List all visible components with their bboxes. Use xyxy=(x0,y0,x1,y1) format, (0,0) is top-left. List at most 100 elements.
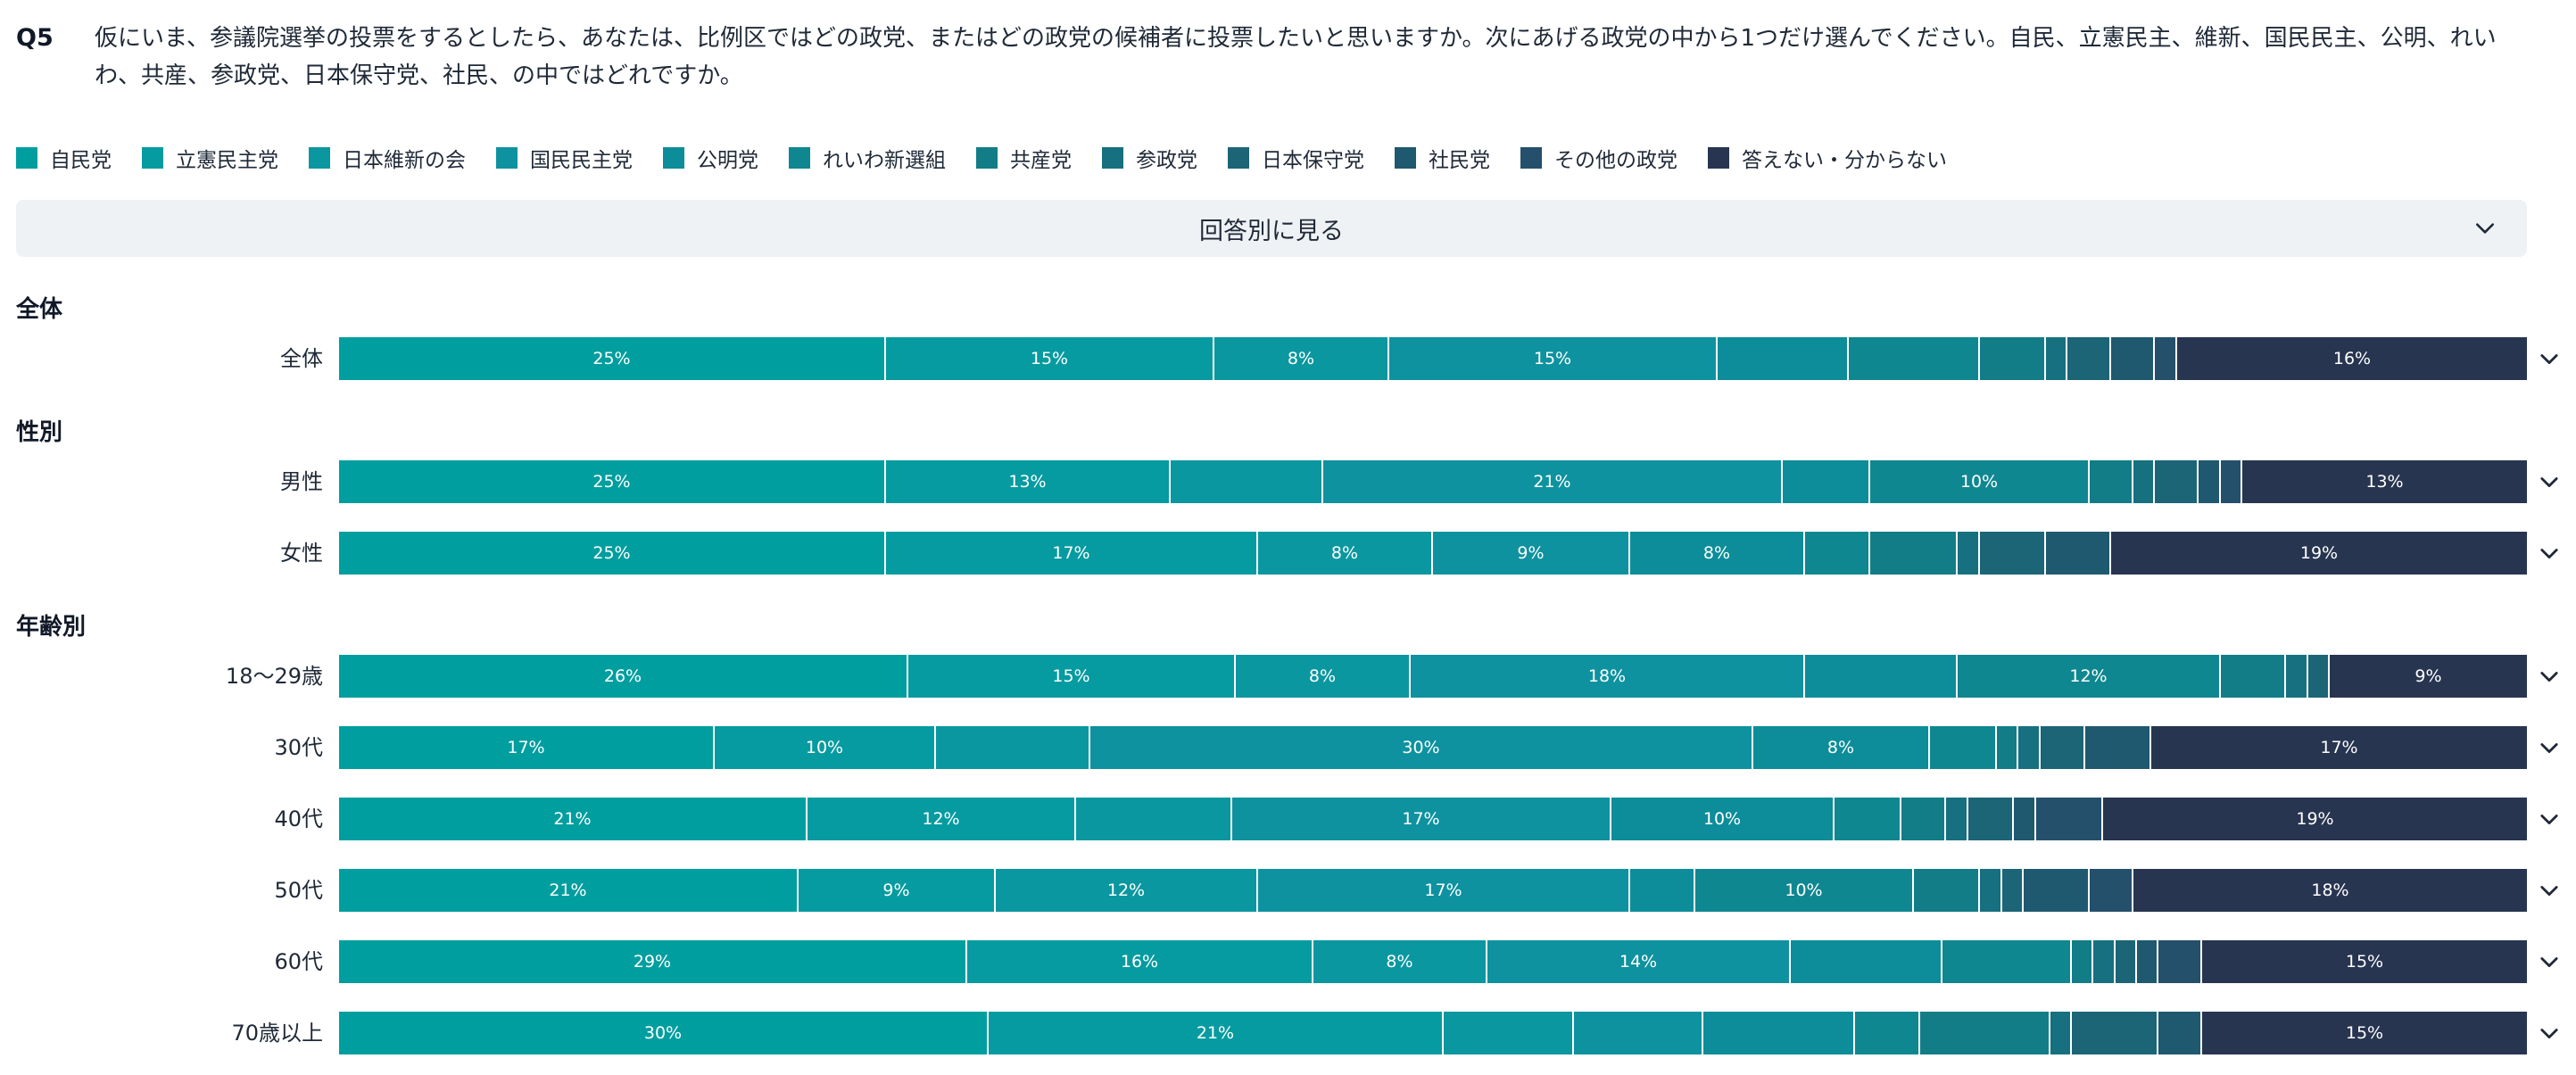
bar-segment[interactable]: 10% xyxy=(1611,798,1835,840)
chevron-down-icon[interactable] xyxy=(2537,346,2562,371)
bar-segment[interactable] xyxy=(1914,869,1980,912)
bar-segment[interactable]: 25% xyxy=(339,460,886,503)
bar-segment[interactable] xyxy=(1703,1012,1855,1054)
bar-segment[interactable]: 8% xyxy=(1236,655,1411,698)
chevron-down-icon[interactable] xyxy=(2537,806,2562,831)
bar-segment[interactable] xyxy=(2221,460,2242,503)
bar-segment[interactable] xyxy=(1980,869,2002,912)
chevron-down-icon[interactable] xyxy=(2537,1021,2562,1046)
bar-segment[interactable] xyxy=(1791,940,1942,983)
bar-segment[interactable] xyxy=(1718,337,1849,380)
bar-segment[interactable] xyxy=(2050,1012,2072,1054)
bar-segment[interactable] xyxy=(2158,1012,2202,1054)
bar-segment[interactable] xyxy=(1574,1012,1703,1054)
bar-segment[interactable]: 18% xyxy=(2133,869,2527,912)
bar-segment[interactable] xyxy=(1942,940,2072,983)
bar-segment[interactable]: 17% xyxy=(1258,869,1630,912)
bar-segment[interactable]: 19% xyxy=(2103,798,2527,840)
chevron-down-icon[interactable] xyxy=(2537,735,2562,760)
bar-segment[interactable] xyxy=(2090,869,2133,912)
bar-segment[interactable] xyxy=(2024,869,2090,912)
bar-segment[interactable]: 21% xyxy=(339,798,808,840)
bar-segment[interactable] xyxy=(2046,532,2111,575)
bar-segment[interactable] xyxy=(1870,532,1958,575)
bar-segment[interactable]: 25% xyxy=(339,337,886,380)
bar-segment[interactable]: 30% xyxy=(1090,726,1753,769)
bar-segment[interactable] xyxy=(2137,940,2158,983)
bar-segment[interactable] xyxy=(2072,1012,2158,1054)
bar-segment[interactable] xyxy=(2155,460,2199,503)
bar-segment[interactable] xyxy=(2041,726,2085,769)
bar-segment[interactable]: 9% xyxy=(799,869,996,912)
bar-segment[interactable] xyxy=(2158,940,2202,983)
bar-segment[interactable]: 12% xyxy=(1958,655,2221,698)
bar-segment[interactable]: 8% xyxy=(1630,532,1805,575)
bar-segment[interactable] xyxy=(1171,460,1323,503)
bar-segment[interactable]: 15% xyxy=(908,655,1236,698)
bar-segment[interactable] xyxy=(2014,798,2036,840)
bar-segment[interactable]: 18% xyxy=(1411,655,1805,698)
bar-segment[interactable]: 9% xyxy=(2330,655,2527,698)
bar-segment[interactable]: 14% xyxy=(1487,940,1791,983)
bar-segment[interactable] xyxy=(2090,460,2133,503)
bar-segment[interactable] xyxy=(2199,460,2221,503)
bar-segment[interactable] xyxy=(2085,726,2151,769)
bar-segment[interactable]: 19% xyxy=(2111,532,2527,575)
bar-segment[interactable] xyxy=(1958,532,1980,575)
bar-segment[interactable]: 15% xyxy=(886,337,1214,380)
bar-segment[interactable] xyxy=(2155,337,2177,380)
bar-segment[interactable]: 10% xyxy=(715,726,936,769)
bar-segment[interactable] xyxy=(1855,1012,1920,1054)
bar-segment[interactable]: 30% xyxy=(339,1012,989,1054)
bar-segment[interactable] xyxy=(2046,337,2067,380)
bar-segment[interactable]: 17% xyxy=(339,726,715,769)
bar-segment[interactable] xyxy=(1805,655,1958,698)
bar-segment[interactable] xyxy=(1849,337,1980,380)
bar-segment[interactable]: 29% xyxy=(339,940,967,983)
bar-segment[interactable] xyxy=(936,726,1090,769)
bar-segment[interactable]: 10% xyxy=(1695,869,1914,912)
bar-segment[interactable] xyxy=(1444,1012,1574,1054)
bar-segment[interactable]: 15% xyxy=(2202,940,2527,983)
bar-segment[interactable]: 8% xyxy=(1753,726,1930,769)
chevron-down-icon[interactable] xyxy=(2537,541,2562,566)
bar-segment[interactable] xyxy=(2116,940,2137,983)
bar-segment[interactable]: 8% xyxy=(1258,532,1433,575)
bar-segment[interactable] xyxy=(2221,655,2286,698)
bar-segment[interactable]: 10% xyxy=(1870,460,2090,503)
bar-segment[interactable]: 8% xyxy=(1313,940,1487,983)
bar-segment[interactable] xyxy=(2286,655,2308,698)
chevron-down-icon[interactable] xyxy=(2537,949,2562,974)
bar-segment[interactable]: 8% xyxy=(1214,337,1389,380)
bar-segment[interactable] xyxy=(1076,798,1232,840)
chevron-down-icon[interactable] xyxy=(2537,664,2562,689)
bar-segment[interactable] xyxy=(2036,798,2103,840)
bar-segment[interactable] xyxy=(1630,869,1695,912)
bar-segment[interactable]: 21% xyxy=(989,1012,1444,1054)
bar-segment[interactable] xyxy=(2308,655,2330,698)
bar-segment[interactable] xyxy=(1901,798,1946,840)
bar-segment[interactable]: 21% xyxy=(339,869,799,912)
bar-segment[interactable]: 12% xyxy=(996,869,1258,912)
bar-segment[interactable]: 17% xyxy=(1232,798,1611,840)
bar-segment[interactable]: 25% xyxy=(339,532,886,575)
bar-segment[interactable] xyxy=(2067,337,2111,380)
bar-segment[interactable] xyxy=(1930,726,1997,769)
bar-segment[interactable] xyxy=(2133,460,2155,503)
bar-segment[interactable]: 16% xyxy=(967,940,1313,983)
bar-segment[interactable]: 13% xyxy=(2242,460,2527,503)
bar-segment[interactable] xyxy=(1920,1012,2050,1054)
bar-segment[interactable] xyxy=(2018,726,2041,769)
view-by-answer-dropdown[interactable]: 回答別に見る xyxy=(16,200,2527,257)
bar-segment[interactable] xyxy=(1805,532,1870,575)
bar-segment[interactable] xyxy=(2002,869,2024,912)
bar-segment[interactable]: 16% xyxy=(2177,337,2527,380)
bar-segment[interactable]: 21% xyxy=(1323,460,1783,503)
bar-segment[interactable] xyxy=(1980,337,2046,380)
bar-segment[interactable] xyxy=(1835,798,1901,840)
bar-segment[interactable]: 12% xyxy=(808,798,1076,840)
bar-segment[interactable]: 15% xyxy=(1389,337,1718,380)
chevron-down-icon[interactable] xyxy=(2537,469,2562,494)
bar-segment[interactable] xyxy=(1968,798,2014,840)
bar-segment[interactable] xyxy=(2093,940,2116,983)
